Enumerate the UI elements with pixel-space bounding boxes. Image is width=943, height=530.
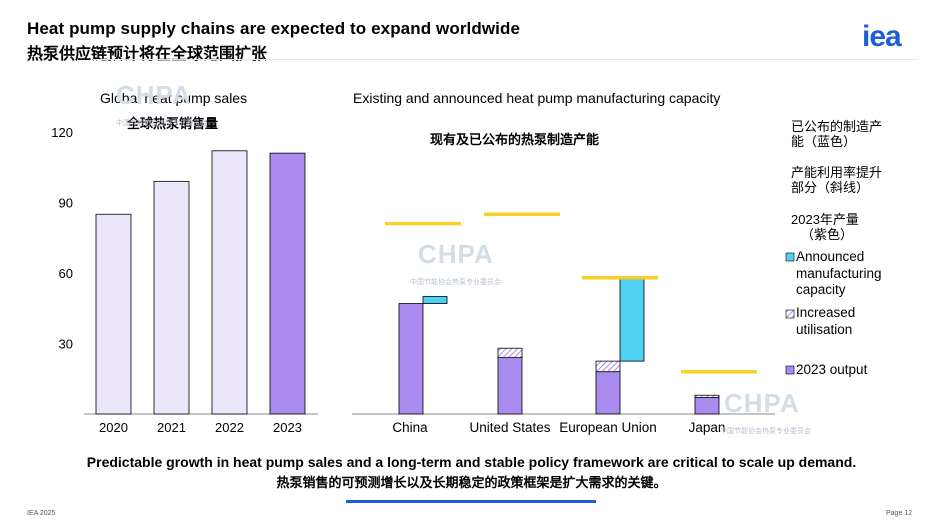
right-x-tick-label: European Union bbox=[559, 420, 657, 435]
utilisation-bar-United States bbox=[497, 347, 523, 359]
watermark-caption-3: 中国节能协会热泵专业委员会 bbox=[720, 428, 811, 435]
sales-bar-2023 bbox=[269, 152, 306, 415]
slide-title: Heat pump supply chains are expected to … bbox=[27, 19, 521, 38]
right-chart-title-chinese: 现有及已公布的热泵制造产能 bbox=[430, 132, 600, 147]
left-x-tick-label: 2020 bbox=[99, 420, 128, 435]
announced-bar-European Union bbox=[619, 276, 645, 362]
watermark-caption-2: 中国节能协会热泵专业委员会 bbox=[410, 279, 501, 286]
legend-note-increased-cn: 产能利用率提升 部分（斜线） bbox=[791, 165, 883, 195]
left-x-tick-label: 2023 bbox=[273, 420, 302, 435]
left-chart-title: Global heat pump sales bbox=[100, 90, 248, 106]
output-bar-Japan bbox=[694, 397, 720, 415]
sales-bar-2022 bbox=[211, 150, 248, 415]
legend-label-increased: Increased utilisation bbox=[796, 305, 856, 337]
right-chart-title: Existing and announced heat pump manufac… bbox=[353, 90, 721, 106]
legend-swatch-increased bbox=[785, 309, 795, 319]
sales-bar-2020 bbox=[95, 213, 132, 415]
output-bar-United States bbox=[497, 357, 523, 415]
right-x-tick-label: Japan bbox=[689, 420, 726, 435]
watermark-caption-1: 中国节能协会热泵专业委员会 bbox=[116, 120, 207, 127]
output-bar-China bbox=[398, 303, 424, 415]
left-y-tick-label: 120 bbox=[51, 125, 73, 140]
iea-logo: iea bbox=[862, 20, 902, 53]
utilisation-bar-European Union bbox=[595, 360, 621, 373]
source-label: IEA 2025 bbox=[27, 510, 56, 517]
right-x-tick-label: China bbox=[392, 420, 428, 435]
left-y-tick-label: 30 bbox=[59, 337, 73, 352]
watermark-logo-2: CHPA bbox=[418, 239, 494, 269]
output-bar-European Union bbox=[595, 371, 621, 415]
left-x-tick-label: 2021 bbox=[157, 420, 186, 435]
right-x-tick-label: United States bbox=[469, 420, 550, 435]
utilisation-bar-Japan bbox=[694, 394, 720, 398]
legend-swatch-output bbox=[785, 365, 795, 375]
watermark-logo-3: CHPA bbox=[724, 388, 800, 418]
left-y-tick-label: 90 bbox=[59, 196, 73, 211]
legend-label-announced: Announced manufacturing capacity bbox=[796, 249, 882, 297]
header-divider bbox=[93, 59, 919, 60]
page-number: Page 12 bbox=[886, 510, 913, 517]
footer-statement-chinese: 热泵销售的可预测增长以及长期稳定的政策框架是扩大需求的关键。 bbox=[276, 475, 667, 490]
left-chart-title-chinese: 全球热泵销售量 bbox=[127, 116, 219, 131]
left-y-tick-label: 60 bbox=[59, 266, 73, 281]
legend-swatch-announced bbox=[785, 252, 795, 262]
accent-bar bbox=[346, 500, 596, 503]
sales-bar-2021 bbox=[153, 180, 190, 415]
watermark-logo-1: CHPA bbox=[116, 80, 192, 110]
legend-note-output-cn: 2023年产量 （紫色） bbox=[791, 212, 859, 242]
left-x-tick-label: 2022 bbox=[215, 420, 244, 435]
slide-title-chinese: 热泵供应链预计将在全球范围扩张 bbox=[27, 46, 268, 63]
footer-statement: Predictable growth in heat pump sales an… bbox=[86, 454, 857, 470]
legend-label-output: 2023 output bbox=[796, 362, 868, 377]
legend-note-announced-cn: 已公布的制造产 能（蓝色） bbox=[791, 119, 883, 149]
announced-bar-China bbox=[422, 296, 448, 304]
